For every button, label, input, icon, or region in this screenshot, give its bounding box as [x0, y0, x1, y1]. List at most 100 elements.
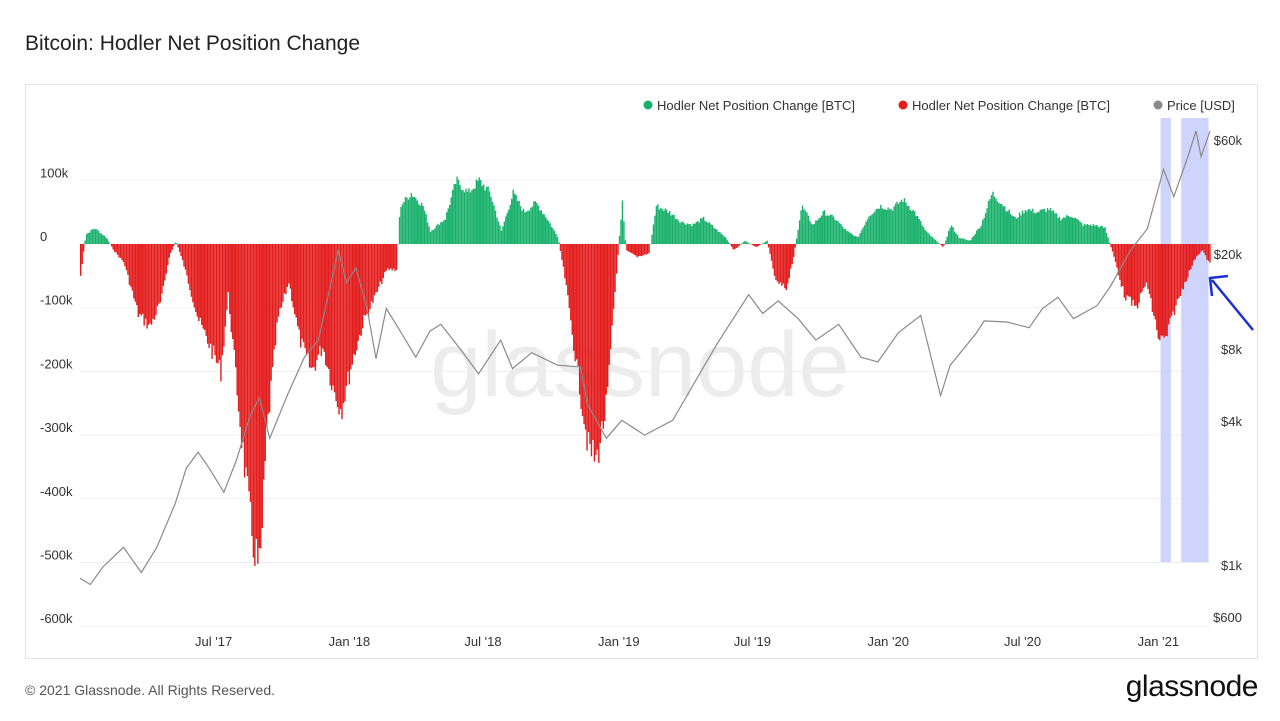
bar	[156, 244, 159, 306]
bar	[728, 242, 730, 244]
bar	[1067, 216, 1069, 244]
bar	[646, 244, 649, 254]
bar	[872, 213, 875, 244]
bar	[137, 244, 139, 318]
bar	[333, 244, 336, 393]
bar	[1045, 211, 1047, 244]
bar	[214, 244, 216, 356]
bar	[80, 244, 82, 276]
bar	[747, 242, 749, 244]
bar	[175, 242, 178, 244]
bar	[485, 186, 488, 244]
bar	[819, 217, 821, 244]
bar	[384, 244, 386, 273]
bar	[934, 240, 937, 244]
bar	[575, 244, 578, 360]
bar	[1057, 217, 1059, 244]
bar	[1162, 244, 1164, 336]
bar	[367, 244, 370, 317]
bar	[828, 215, 830, 244]
bar	[570, 244, 572, 321]
bar	[1002, 206, 1004, 244]
bar	[206, 244, 209, 344]
bar	[1020, 215, 1022, 244]
bar	[829, 214, 832, 244]
bar	[868, 216, 870, 244]
bar	[322, 244, 324, 349]
bar	[472, 188, 475, 244]
bar	[798, 220, 801, 244]
bar	[862, 227, 864, 244]
bar	[389, 244, 392, 269]
bar	[369, 244, 371, 310]
bar	[726, 240, 728, 244]
bar	[577, 244, 579, 366]
bar	[192, 244, 194, 303]
y-left-tick-label: -400k	[40, 484, 73, 499]
bar	[958, 238, 960, 244]
bar	[1107, 237, 1109, 244]
bar	[189, 244, 191, 291]
bar	[1066, 215, 1068, 244]
bar	[949, 227, 951, 244]
bar	[698, 222, 700, 244]
bar	[515, 195, 517, 244]
bar	[122, 244, 125, 263]
bar	[1005, 211, 1007, 244]
bar	[826, 215, 829, 244]
bar	[1133, 244, 1136, 306]
bar	[1120, 244, 1123, 287]
bar	[1077, 220, 1080, 244]
bar	[568, 244, 571, 309]
bar	[660, 207, 662, 244]
bar	[412, 196, 414, 244]
bar	[251, 244, 253, 537]
bar	[903, 198, 906, 244]
bar	[614, 244, 616, 293]
bar	[884, 209, 886, 244]
x-tick-label: Jan '20	[867, 634, 909, 649]
bar	[804, 210, 807, 244]
bar	[766, 240, 768, 244]
bar	[401, 204, 404, 244]
bar	[781, 244, 783, 286]
bar	[629, 244, 631, 252]
bar	[102, 235, 104, 244]
bar	[329, 244, 331, 386]
bar	[763, 242, 765, 244]
bar	[493, 205, 495, 244]
bar	[905, 202, 907, 244]
bar	[147, 244, 150, 325]
bar	[254, 244, 256, 566]
bar	[843, 228, 845, 244]
bar	[540, 210, 542, 244]
bar	[645, 244, 647, 255]
bar	[1089, 224, 1092, 244]
bar	[688, 224, 690, 244]
bar	[971, 237, 974, 244]
bar	[105, 237, 107, 244]
bar	[221, 244, 224, 356]
x-tick-label: Jan '19	[598, 634, 640, 649]
bar	[299, 244, 302, 348]
bar	[995, 198, 997, 244]
bar	[373, 244, 376, 296]
bar	[655, 206, 658, 244]
bar	[215, 244, 218, 363]
bar	[429, 231, 432, 244]
bar	[831, 214, 833, 244]
bar	[1144, 244, 1146, 287]
bar	[550, 226, 553, 244]
bar	[689, 224, 692, 244]
bar	[787, 244, 789, 284]
bar	[1040, 209, 1043, 244]
bar	[294, 244, 296, 315]
bar	[1036, 212, 1038, 244]
bar	[759, 244, 761, 246]
bar	[1046, 208, 1049, 244]
bar	[382, 244, 385, 279]
bar	[1055, 213, 1058, 244]
bar	[959, 238, 962, 244]
bar	[779, 244, 782, 283]
